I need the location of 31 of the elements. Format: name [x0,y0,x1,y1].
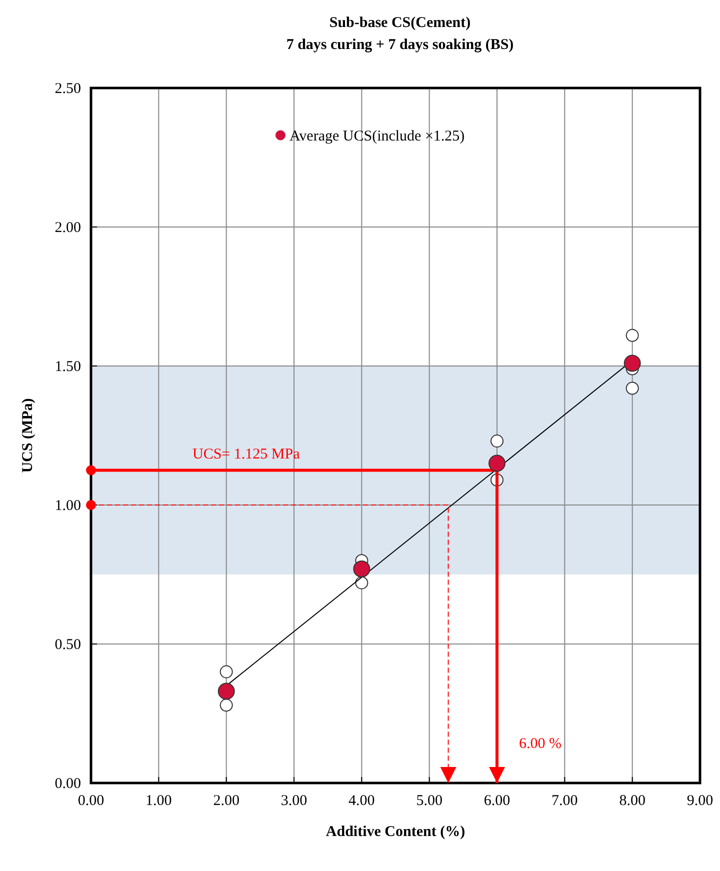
point [624,354,641,372]
x-tick-label: 4.00 [348,793,375,809]
x-tick-label: 7.00 [552,793,578,809]
annotation: 6.00 % [519,736,562,752]
chart-subtitle: 7 days curing + 7 days soaking (BS) [286,37,514,53]
chart-title: Sub-base CS(Cement) [329,15,471,31]
point [488,454,506,472]
point [490,434,504,448]
point [353,560,370,578]
point [86,500,96,510]
y-tick-label: 1.00 [54,498,81,514]
y-tick-label: 2.50 [54,81,81,97]
point [218,682,235,700]
point [626,382,639,395]
x-tick-label: 6.00 [484,793,510,809]
x-tick-label: 1.00 [146,793,172,809]
y-axis-title: UCS (MPa) [20,398,36,473]
x-tick-label: 5.00 [416,793,442,809]
legend-label: Average UCS(include ×1.25) [289,128,465,144]
y-tick-label: 2.00 [54,220,81,236]
x-tick-label: 2.00 [213,793,240,809]
point [86,465,96,476]
x-tick-label: 8.00 [619,793,646,809]
annotation: UCS= 1.125 MPa [192,446,300,462]
x-tick-label: 9.00 [686,793,714,809]
y-tick-label: 0.00 [54,776,81,792]
y-tick-label: 1.50 [54,359,81,375]
y-tick-label: 0.50 [54,637,81,653]
x-tick-label: 0.00 [78,793,104,809]
x-tick-label: 3.00 [280,793,308,809]
x-axis-title: Additive Content (%) [326,824,466,840]
